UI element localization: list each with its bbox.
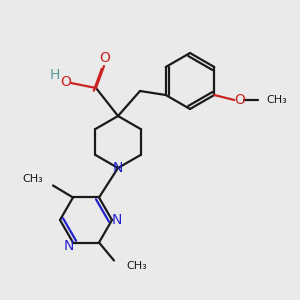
Text: H: H [50, 68, 60, 82]
Text: CH₃: CH₃ [22, 175, 43, 184]
Text: N: N [112, 213, 122, 227]
Text: O: O [234, 93, 245, 107]
Text: O: O [61, 75, 71, 89]
Text: O: O [100, 51, 110, 65]
Text: CH₃: CH₃ [126, 260, 147, 271]
Text: N: N [113, 161, 123, 175]
Text: CH₃: CH₃ [266, 95, 287, 105]
Text: N: N [64, 238, 74, 253]
